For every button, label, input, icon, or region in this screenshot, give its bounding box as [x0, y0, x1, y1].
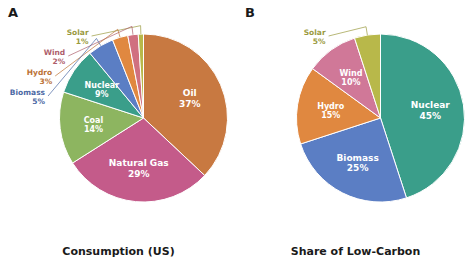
data-label-value: 2% — [52, 57, 65, 66]
chart-title: Consumption (US) — [62, 245, 174, 258]
data-label-category: Natural Gas — [109, 158, 169, 168]
panel-label: B — [245, 5, 255, 20]
data-labels: Nuclear45% Biomass25% Hydro15% Wind10% Solar… — [304, 27, 451, 174]
data-label: Solar1% — [67, 28, 89, 46]
data-label: Biomass25% — [336, 153, 378, 173]
data-label: Solar5% — [304, 28, 326, 46]
data-label-category: Oil — [183, 88, 197, 98]
pie — [59, 34, 227, 202]
data-label-value: 1% — [76, 37, 89, 46]
chart-svg: Oil37%Natural Gas29%Coal14%Nuclear9%Sola… — [0, 0, 474, 267]
data-label: Wind10% — [339, 69, 362, 87]
leader-line — [329, 27, 368, 36]
data-label: Wind2% — [44, 48, 66, 66]
data-label-value: 9% — [95, 90, 109, 99]
data-label: Hydro15% — [317, 102, 345, 120]
data-label-category: Solar — [67, 28, 89, 37]
data-label: Hydro3% — [27, 68, 53, 86]
leader-line — [68, 26, 133, 56]
panel: Nuclear45% Biomass25% Hydro15% Wind10% Solar… — [245, 5, 465, 258]
data-label-value: 45% — [420, 111, 442, 121]
data-label-value: 14% — [84, 125, 103, 134]
leader-line — [55, 29, 120, 76]
data-label: Oil37% — [179, 88, 201, 108]
data-label-category: Nuclear — [84, 81, 119, 90]
panel-label: A — [8, 5, 18, 20]
data-label-value: 5% — [313, 37, 326, 46]
data-label-category: Biomass — [336, 153, 378, 163]
data-label-category: Biomass — [10, 88, 46, 97]
data-label-category: Solar — [304, 28, 326, 37]
data-label-value: 25% — [347, 163, 369, 173]
data-label-value: 29% — [128, 169, 150, 179]
data-label: Nuclear45% — [411, 100, 451, 120]
data-label: Coal14% — [84, 116, 104, 134]
chart-root: Oil37%Natural Gas29%Coal14%Nuclear9%Sola… — [0, 0, 474, 267]
data-label-value: 15% — [321, 111, 340, 120]
data-label-value: 37% — [179, 99, 201, 109]
data-label: Biomass5% — [10, 88, 46, 106]
data-label-category: Coal — [84, 116, 104, 125]
pie-slice — [138, 34, 143, 118]
data-labels: Oil37% Natural Gas29% Coal14% Nuclear9% Sola… — [10, 26, 201, 179]
chart-title: Share of Low-Carbon — [291, 245, 421, 258]
data-label: Natural Gas29% — [109, 158, 169, 178]
data-label-value: 10% — [341, 78, 360, 87]
data-label-category: Wind — [44, 48, 66, 57]
pie — [297, 34, 465, 202]
data-label-category: Hydro — [317, 102, 345, 111]
data-label-category: Nuclear — [411, 100, 451, 110]
data-label: Nuclear9% — [84, 81, 119, 99]
pie-slice — [73, 118, 205, 202]
pie-slice — [128, 34, 144, 118]
panel: Oil37% Natural Gas29% Coal14% Nuclear9% Sola… — [8, 5, 227, 258]
data-label-category: Wind — [339, 69, 362, 78]
leader-line — [48, 38, 101, 96]
data-label-value: 3% — [39, 77, 52, 86]
data-label-category: Hydro — [27, 68, 52, 77]
data-label-value: 5% — [32, 97, 45, 106]
